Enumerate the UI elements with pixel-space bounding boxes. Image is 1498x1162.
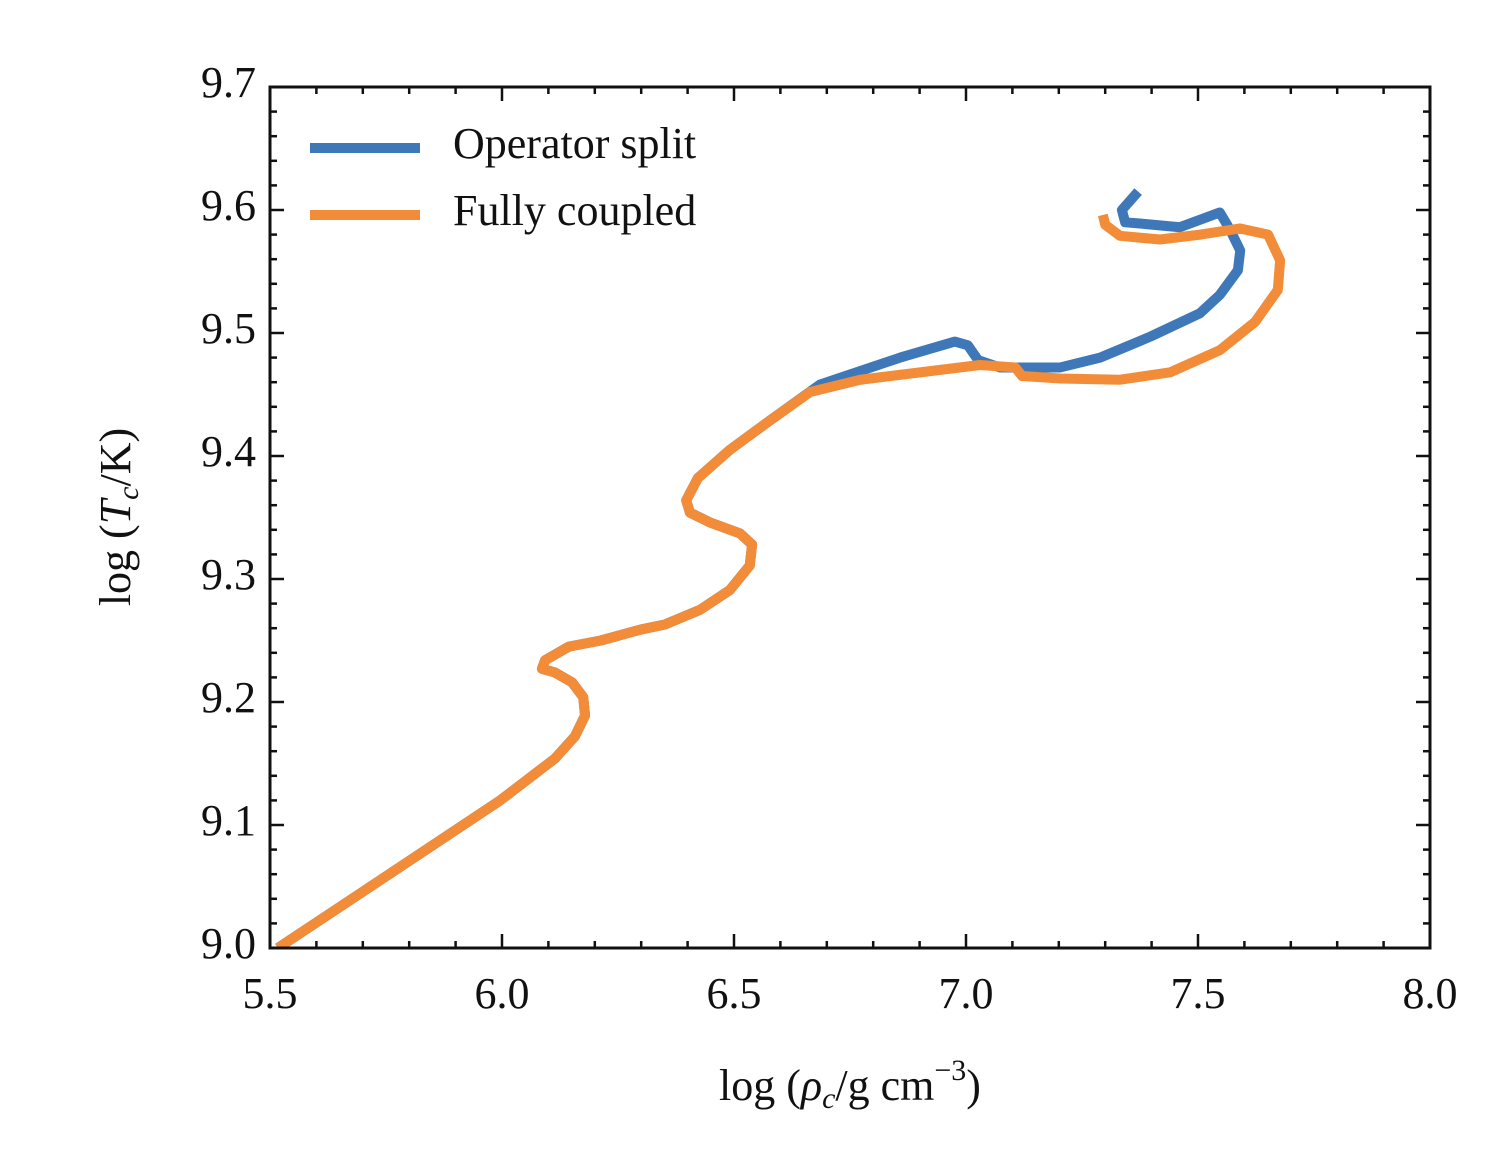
x-axis-label: log (ρc/g cm−3)	[719, 1054, 981, 1115]
x-tick-label: 7.0	[939, 969, 994, 1018]
x-label-part: ρ	[799, 1061, 822, 1110]
y-tick-label: 9.4	[201, 427, 256, 476]
y-label-part: log (	[91, 524, 140, 606]
x-label-part: c	[822, 1082, 835, 1115]
legend-label: Fully coupled	[453, 186, 696, 235]
x-tick-label: 5.5	[243, 969, 298, 1018]
x-label-part: /g cm	[835, 1061, 934, 1110]
plot-frame	[268, 85, 1432, 950]
y-tick-label: 9.6	[201, 181, 256, 230]
y-tick-label: 9.7	[201, 58, 256, 107]
series-line	[275, 188, 1246, 948]
x-label-part: −3	[934, 1054, 966, 1087]
y-tick-label: 9.5	[201, 304, 256, 353]
y-label-part: c	[112, 486, 145, 499]
x-label-part: )	[966, 1061, 981, 1110]
y-tick-label: 9.3	[201, 550, 256, 599]
x-tick-label: 6.5	[707, 969, 762, 1018]
y-tick-label: 9.1	[201, 796, 256, 845]
y-axis-label: log (Tc/K)	[91, 428, 145, 606]
x-label-part: log (	[719, 1061, 801, 1110]
y-tick-label: 9.0	[201, 919, 256, 968]
x-tick-label: 8.0	[1403, 969, 1458, 1018]
y-label-part: T	[91, 496, 140, 524]
x-tick-label: 7.5	[1171, 969, 1226, 1018]
legend-label: Operator split	[453, 119, 696, 168]
y-label-part: /K)	[91, 428, 140, 487]
y-tick-label: 9.2	[201, 673, 256, 722]
x-tick-label: 6.0	[475, 969, 530, 1018]
series-line	[275, 213, 1286, 948]
